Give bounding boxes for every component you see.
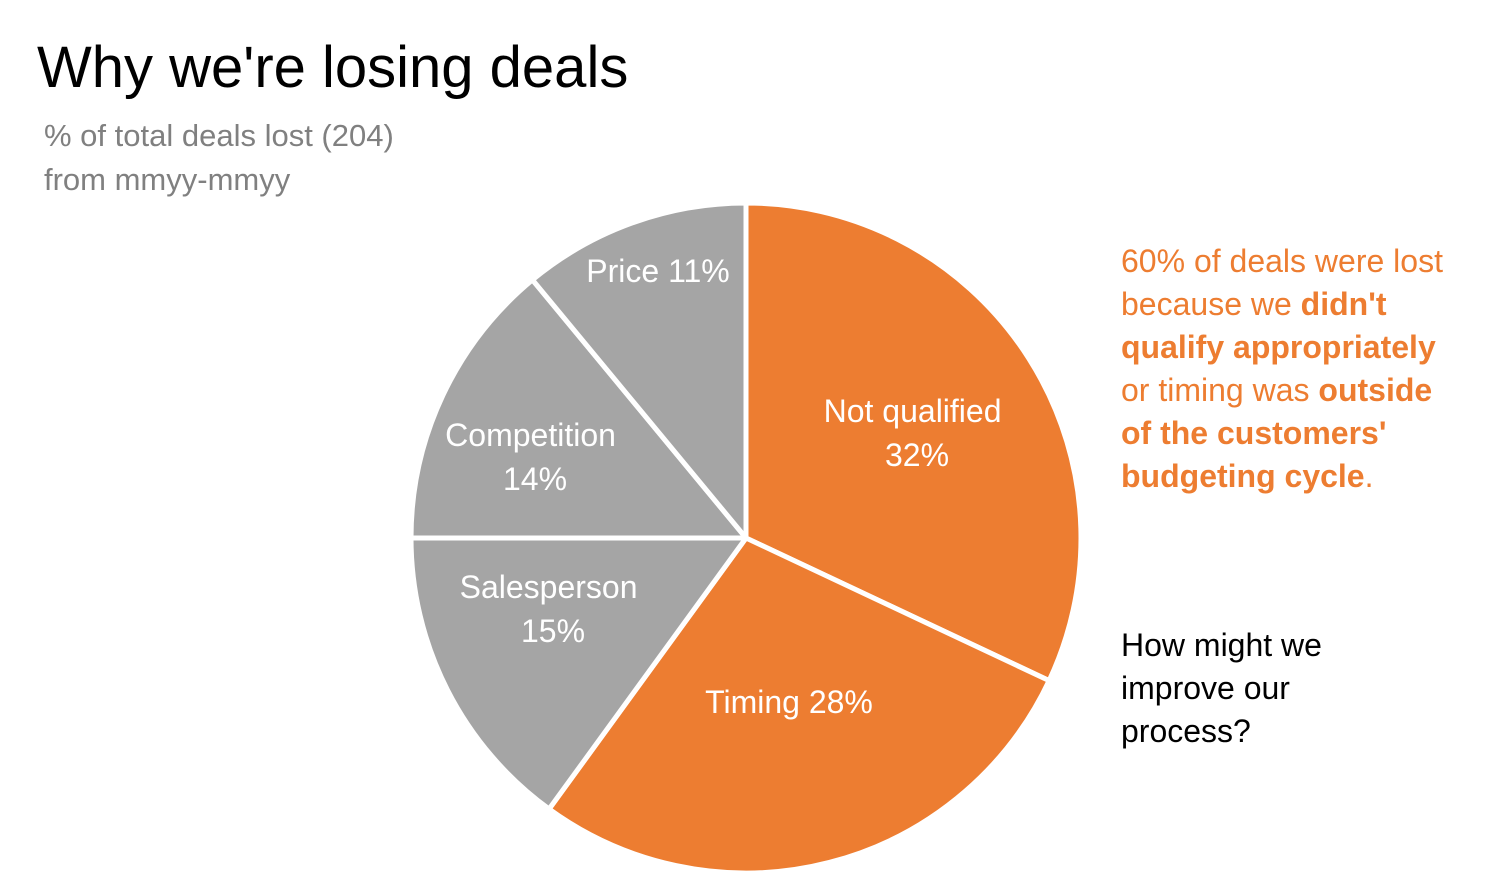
insight-callout: 60% of deals were lost because we didn't…: [1121, 240, 1461, 498]
subtitle-line-2: from mmyy-mmyy: [44, 162, 291, 197]
pie-slice-price: [529, 200, 749, 541]
subtitle-line-1: % of total deals lost (204): [44, 118, 394, 153]
slice-label-competition: Competition 14%: [445, 417, 625, 497]
pie-slice-not-qualified: [743, 200, 1084, 684]
pie-slice-timing: [546, 535, 1052, 876]
pie-labels: Not qualified 32% Timing 28% Salesperson…: [445, 253, 1011, 720]
page-title: Why we're losing deals: [37, 35, 629, 100]
pie-slice-competition: [408, 277, 749, 541]
pie-slice-salesperson: [408, 535, 749, 812]
callout-text: or timing was: [1121, 372, 1319, 408]
slice-label-not-qualified: Not qualified 32%: [824, 393, 1011, 473]
chart-subtitle: % of total deals lost (204) from mmyy-mm…: [44, 114, 394, 202]
callout-emphasis: didn't qualify appropriately: [1121, 286, 1436, 365]
callout-text: 60% of deals were lost because we: [1121, 243, 1443, 322]
callout-text: .: [1364, 458, 1374, 494]
slice-label-price: Price 11%: [586, 253, 729, 289]
slice-label-salesperson: Salesperson 15%: [460, 569, 647, 649]
pie-slices: [408, 200, 1084, 876]
question-prompt: How might we improve our process?: [1121, 627, 1322, 749]
slice-label-timing: Timing 28%: [705, 684, 873, 720]
callout-emphasis: outside of the customers' budgeting cycl…: [1121, 372, 1433, 494]
